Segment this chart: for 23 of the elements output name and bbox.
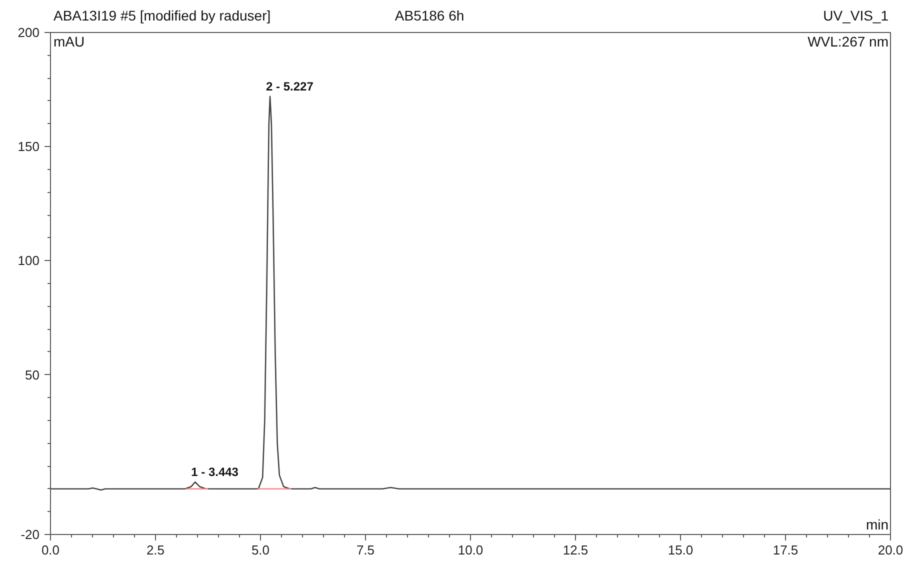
y-tick-label: -20 [20,527,40,542]
text: UV_VIS_1 [823,7,889,24]
y-tick-label: 200 [18,25,40,40]
x-tick-label: 2.5 [146,542,165,558]
x-tick-label: 7.5 [356,542,375,558]
y-tick-label: 150 [18,139,40,154]
annotation: 1 - 3.443 [191,465,239,480]
x-tick-label: 0.0 [41,542,60,558]
annotation: 2 - 5.227 [266,79,314,94]
x-tick-label: 12.5 [562,542,588,558]
text: AB5186 6h [394,7,464,24]
y-tick-label: 100 [18,253,40,268]
x-tick-label: 20.0 [878,542,904,558]
y-tick-label: 50 [25,367,40,382]
x-axis-title: min [866,516,889,532]
x-tick-label: 17.5 [772,542,798,558]
x-tick-label: 5.0 [251,542,270,558]
y-axis-title: mAU [54,34,85,50]
text: ABA13I19 #5 [modified by raduser] [54,7,271,24]
annotation: WVL:267 nm [808,34,889,50]
line-series [50,96,890,491]
x-tick-label: 15.0 [668,542,694,558]
x-tick-label: 10.0 [458,542,484,558]
